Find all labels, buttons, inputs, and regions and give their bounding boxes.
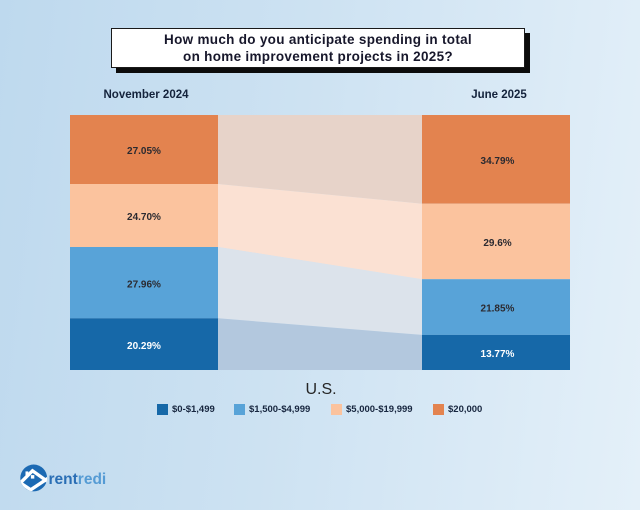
- svg-text:27.05%: 27.05%: [127, 146, 161, 157]
- svg-text:24.70%: 24.70%: [127, 212, 161, 223]
- svg-text:21.85%: 21.85%: [481, 304, 515, 315]
- svg-text:27.96%: 27.96%: [127, 279, 161, 290]
- svg-text:34.79%: 34.79%: [481, 156, 515, 167]
- svg-text:13.77%: 13.77%: [481, 349, 515, 360]
- svg-text:rentredi: rentredi: [49, 471, 107, 488]
- svg-text:20.29%: 20.29%: [127, 341, 161, 352]
- svg-text:29.6%: 29.6%: [483, 238, 511, 249]
